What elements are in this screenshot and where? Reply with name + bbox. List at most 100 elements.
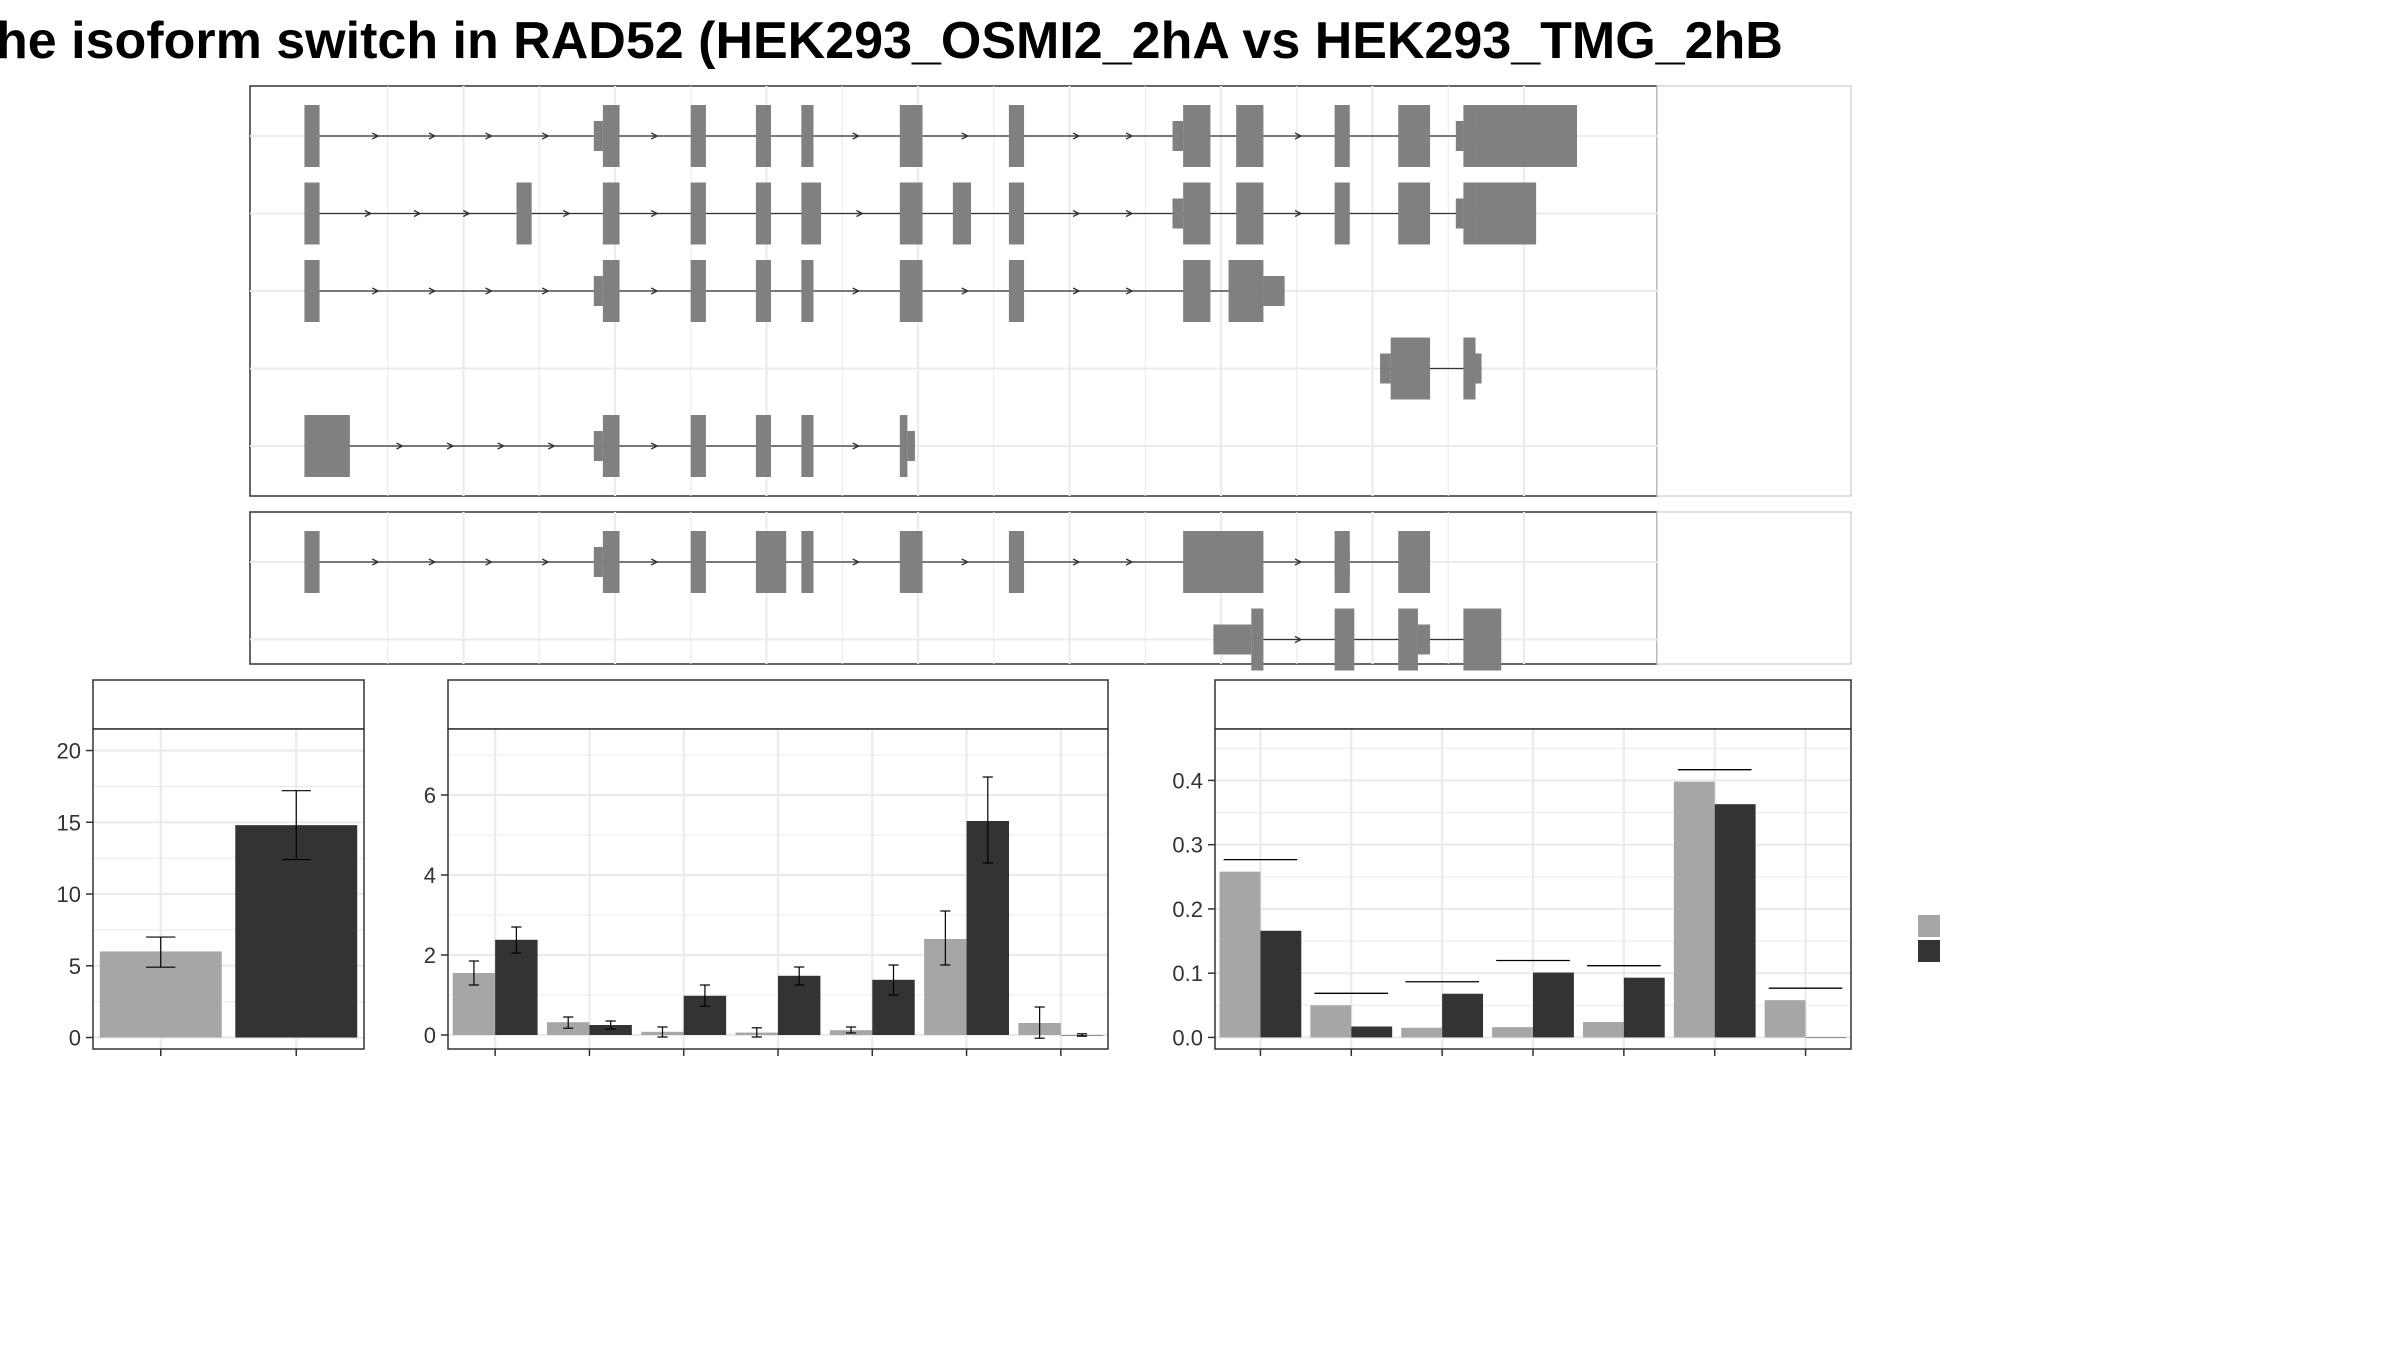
exon-block (602, 105, 620, 167)
bar (1442, 993, 1484, 1038)
intron-arrow (650, 209, 659, 218)
exon-block (1334, 531, 1350, 593)
exon-block (1228, 260, 1264, 322)
bar (1764, 1000, 1806, 1038)
exon-block (1183, 260, 1211, 322)
utr-segment (1455, 198, 1464, 229)
intron-arrow (428, 287, 437, 295)
utr-segment (907, 431, 915, 461)
facet-strip (1656, 85, 1852, 497)
intron-arrow (428, 558, 437, 566)
intron-arrow (485, 287, 494, 295)
exon-block (899, 260, 923, 322)
bar (1714, 804, 1756, 1038)
intron-arrow (428, 132, 437, 140)
utr-segment (1475, 353, 1482, 384)
exon-block (801, 531, 814, 593)
exon-block (899, 531, 923, 593)
exon-block (1475, 105, 1578, 167)
bar (1582, 1022, 1624, 1038)
exon-block (755, 415, 772, 477)
y-tick-label: 0.1 (1172, 961, 1203, 986)
intron-arrow (1125, 132, 1134, 140)
exon-block (690, 182, 706, 245)
exon-block (304, 105, 320, 167)
utr-segment (1172, 121, 1184, 151)
intron-arrow (1072, 209, 1081, 218)
exon-block (755, 105, 772, 167)
y-tick-label: 20 (57, 739, 81, 764)
exon-block (1334, 105, 1350, 167)
intron-arrow (650, 287, 659, 295)
exon-block (755, 531, 787, 593)
utr-segment (593, 431, 603, 461)
exon-block (899, 105, 923, 167)
intron-arrow (1294, 635, 1303, 644)
intron-arrow (852, 132, 861, 140)
exon-block (1463, 608, 1502, 671)
utr-segment (593, 276, 603, 306)
exon-block (1390, 337, 1431, 400)
bar (1623, 977, 1665, 1038)
exon-block (690, 531, 706, 593)
isoform-expression-panel: 0 2 4 6 (424, 679, 1109, 1056)
structure-panel-frame (249, 511, 1658, 665)
bar (1533, 972, 1574, 1038)
exon-block (690, 415, 706, 477)
y-tick-label: 2 (424, 943, 436, 968)
isoform-usage-panel: 0.0 0.1 0.2 0.3 0.4 (1172, 679, 1852, 1056)
intron-arrow (961, 132, 970, 140)
exon-block (801, 260, 814, 322)
exon-block (1008, 105, 1025, 167)
exon-block (602, 260, 620, 322)
intron-arrow (852, 287, 861, 295)
exon-block (1008, 531, 1025, 593)
exon-block (690, 260, 706, 322)
y-tick-label: 5 (69, 954, 81, 979)
legend-swatch (1918, 915, 1940, 937)
intron-arrow (1072, 132, 1081, 140)
utr-segment (1455, 121, 1464, 151)
isoform-structure-panel (249, 85, 1852, 671)
utr-segment (1263, 276, 1285, 306)
y-tick-label: 0.3 (1172, 833, 1203, 858)
plot-frame (1214, 728, 1852, 1050)
exon-block (801, 105, 814, 167)
intron-arrow (1125, 287, 1134, 295)
exon-block (1475, 182, 1537, 245)
intron-arrow (650, 132, 659, 140)
intron-arrow (1072, 287, 1081, 295)
intron-arrow (852, 558, 861, 566)
exon-block (1398, 105, 1431, 167)
exon-block (1183, 531, 1264, 593)
utr-segment (1380, 353, 1391, 384)
bar (1805, 1037, 1847, 1038)
exon-block (1463, 105, 1476, 167)
y-tick-label: 0.0 (1172, 1025, 1203, 1050)
gene-expression-panel: 0 5 10 15 20 (57, 679, 365, 1056)
intron-arrow (497, 442, 506, 450)
intron-arrow (961, 287, 970, 295)
exon-block (1183, 182, 1211, 245)
exon-block (755, 182, 772, 245)
bar (1492, 1027, 1533, 1038)
intron-arrow (547, 442, 556, 450)
exon-block (801, 415, 814, 477)
y-tick-label: 0 (424, 1023, 436, 1048)
exon-block (1398, 608, 1418, 671)
plot-frame (447, 728, 1109, 1050)
facet-strip (92, 679, 365, 730)
exon-block (952, 182, 972, 245)
figure-title: he isoform switch in RAD52 (HEK293_OSMI2… (0, 12, 1783, 70)
exon-block (1398, 182, 1431, 245)
utr-segment (593, 547, 603, 577)
intron-arrow (562, 209, 571, 218)
bar (235, 825, 358, 1038)
intron-arrow (1294, 132, 1303, 140)
intron-arrow (1125, 209, 1134, 218)
exon-block (1463, 182, 1476, 245)
exon-block (1008, 182, 1025, 245)
exon-block (1008, 260, 1025, 322)
facet-strip (1656, 511, 1852, 665)
